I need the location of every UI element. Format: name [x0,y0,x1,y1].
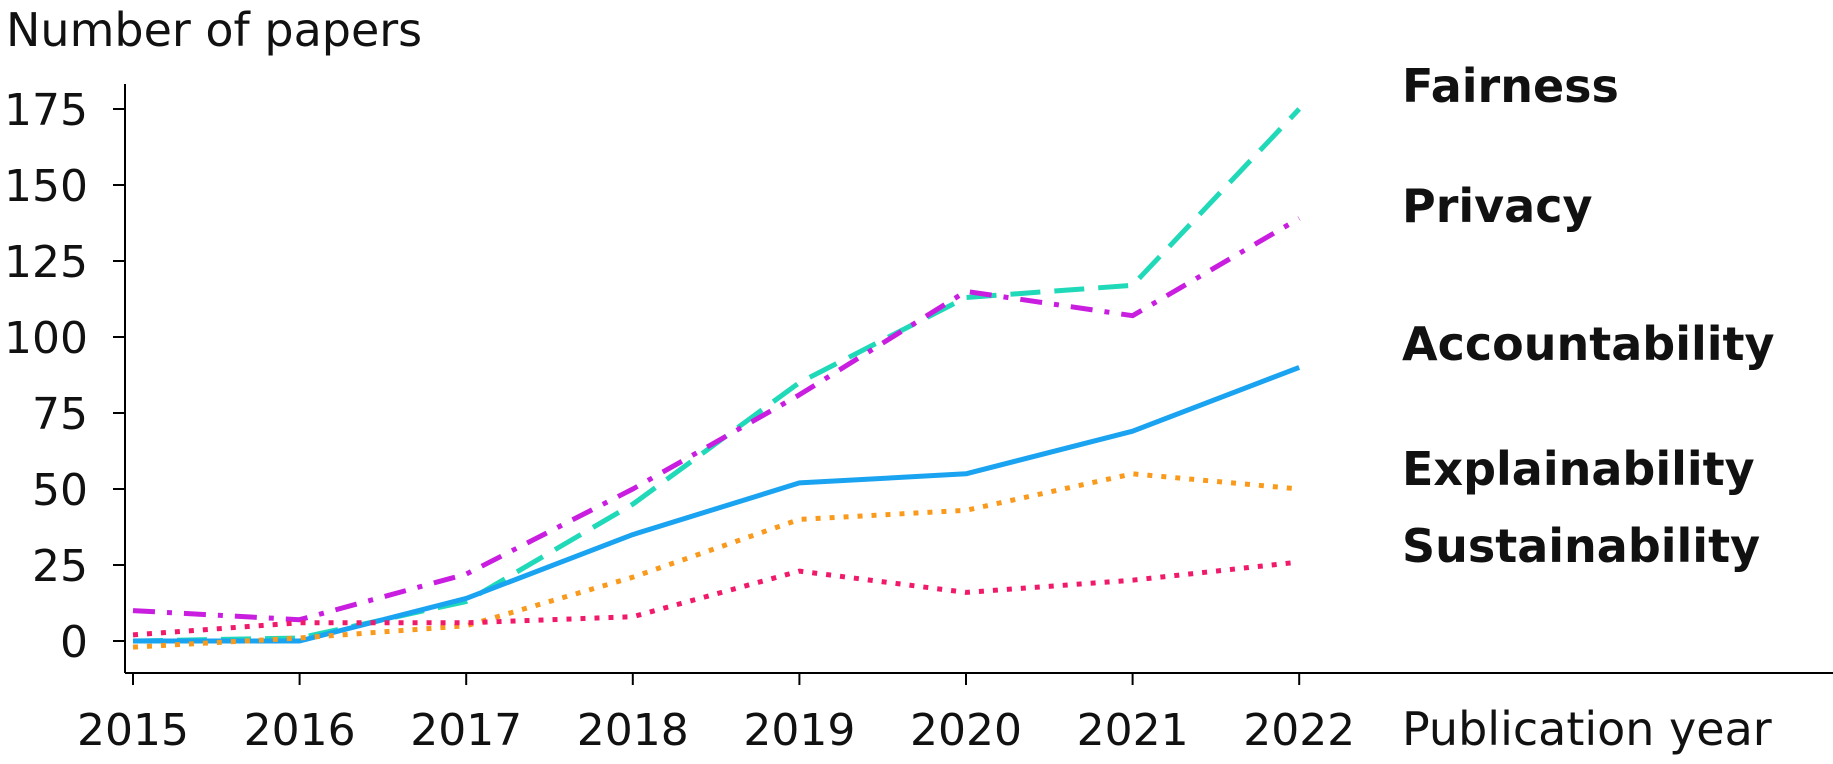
series-line-explainability [132,471,1300,650]
series-label-explainability: Explainability [1402,442,1755,496]
x-tick-label: 2021 [1077,705,1189,756]
x-tick-label: 2022 [1243,705,1355,756]
x-tick-label: 2015 [77,705,189,756]
y-axis-title: Number of papers [6,3,422,57]
series-label-privacy: Privacy [1402,179,1592,233]
x-tick-label: 2016 [244,705,356,756]
y-tick-label: 175 [4,85,88,136]
x-tick-label: 2020 [910,705,1022,756]
y-tick-label: 50 [32,465,88,516]
series-line-fairness [132,107,1302,644]
x-axis-title: Publication year [1402,702,1772,756]
y-axis-ticks: 0 25 50 75 100 125 150 175 [4,85,125,668]
y-tick-label: 75 [32,389,88,440]
series-lines [132,107,1302,650]
y-tick-label: 125 [4,237,88,288]
x-tick-label: 2017 [410,705,522,756]
series-label-fairness: Fairness [1402,59,1619,113]
x-axis-ticks: 2015 2016 2017 2018 2019 2020 2021 2022 [77,673,1355,756]
y-tick-label: 0 [60,617,88,668]
series-line-accountability [133,365,1301,644]
series-label-accountability: Accountability [1402,317,1774,371]
series-label-sustainability: Sustainability [1402,519,1760,573]
y-tick-label: 100 [4,313,88,364]
x-tick-label: 2019 [743,705,855,756]
y-tick-label: 25 [32,541,88,592]
y-tick-label: 150 [4,161,88,212]
series-labels: Fairness Privacy Accountability Explainabil… [1402,59,1774,573]
series-line-sustainability [132,559,1300,638]
series-line-privacy [132,216,1301,623]
x-tick-label: 2018 [577,705,689,756]
